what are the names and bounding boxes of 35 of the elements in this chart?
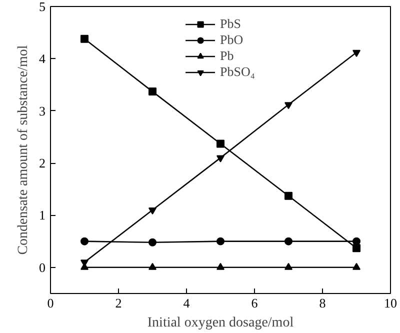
point <box>148 238 156 246</box>
point <box>148 207 156 215</box>
y-tick-label: 3 <box>39 103 46 118</box>
y-tick-label: 4 <box>39 51 46 66</box>
point <box>216 140 224 148</box>
point <box>216 155 224 162</box>
point <box>352 237 360 246</box>
y-tick-label: 1 <box>39 208 46 223</box>
x-tick-label: 10 <box>384 296 397 310</box>
point <box>80 237 88 246</box>
point <box>80 34 88 43</box>
point <box>284 237 292 246</box>
x-tick-label: 2 <box>115 296 122 310</box>
legend-label: Pb <box>220 48 235 64</box>
point <box>216 262 224 270</box>
y-tick-label: 2 <box>39 156 46 171</box>
point <box>148 88 156 96</box>
x-tick-label: 6 <box>251 296 258 310</box>
legend-label: PbS <box>220 16 242 32</box>
x-axis-title: Initial oxygen dosage/mol <box>147 316 294 330</box>
point <box>352 50 360 57</box>
x-tick-label: 8 <box>319 296 326 310</box>
y-tick-label: 0 <box>39 260 46 275</box>
y-tick-label: 5 <box>39 0 46 14</box>
legend-label: PbSO₄ <box>220 64 255 80</box>
y-axis-title: Condensate amount of substance/mol <box>16 45 31 255</box>
point <box>148 262 156 270</box>
x-tick-label: 4 <box>183 296 190 310</box>
point <box>284 262 292 270</box>
point <box>216 237 224 246</box>
point <box>284 102 292 110</box>
point <box>284 192 292 200</box>
legend-label: PbO <box>220 32 244 48</box>
point <box>352 244 360 252</box>
point <box>352 262 360 270</box>
